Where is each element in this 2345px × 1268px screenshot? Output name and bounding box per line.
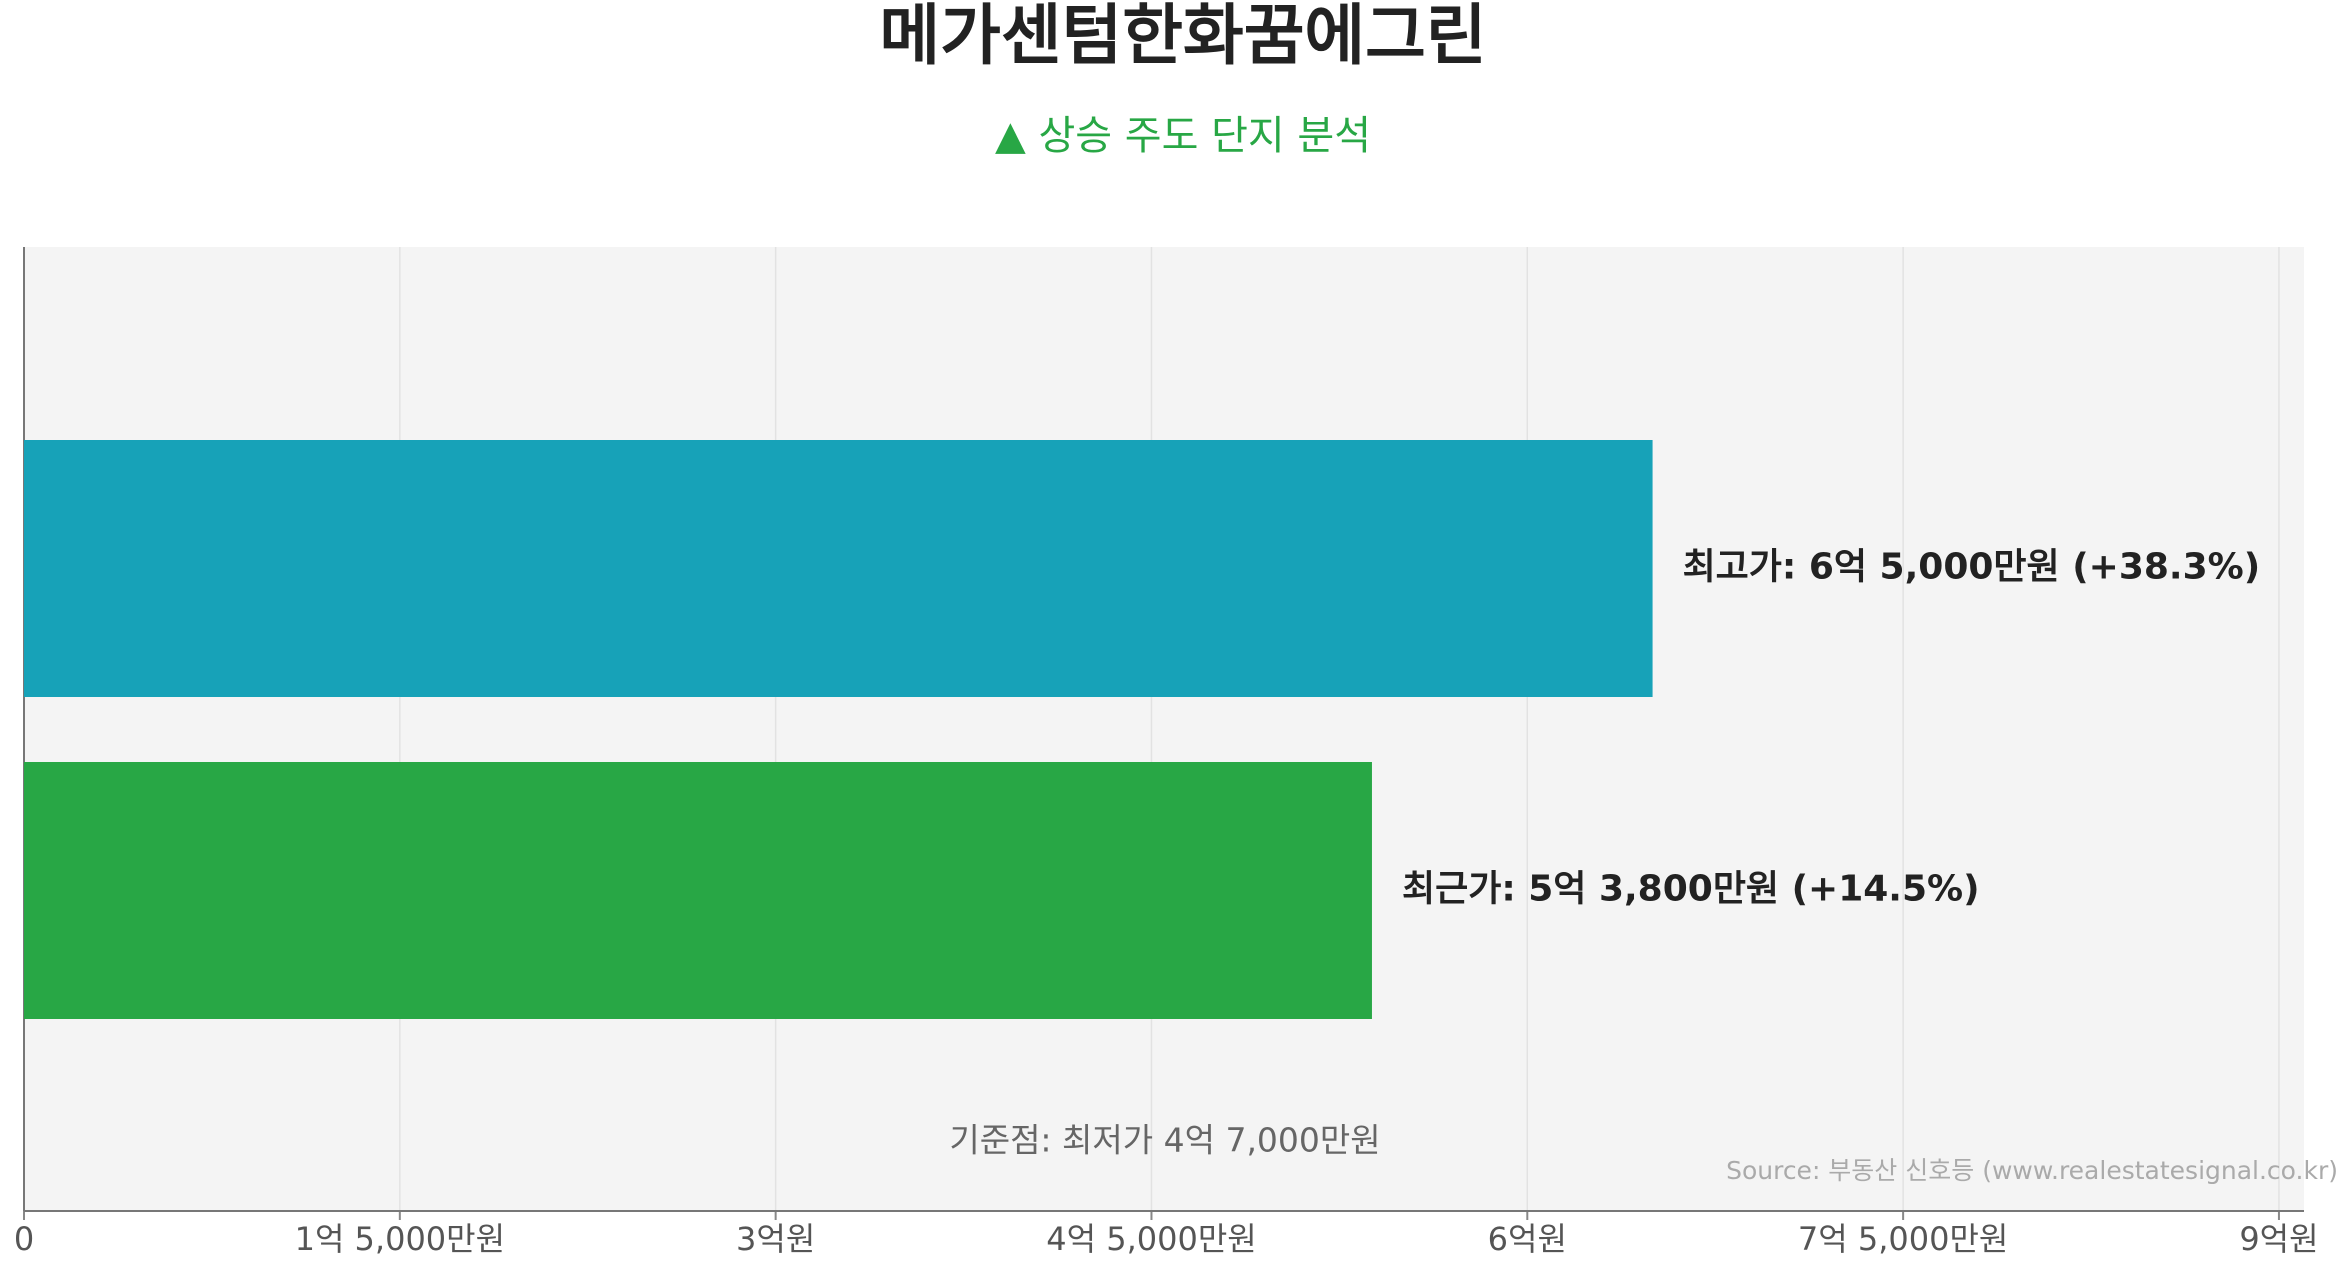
chart-subtitle: ▲ 상승 주도 단지 분석 — [995, 113, 1371, 159]
bar — [24, 762, 1372, 1019]
x-tick-label: 1억 5,000만원 — [295, 1220, 505, 1258]
source-note: Source: 부동산 신호등 (www.realestatesignal.co… — [1726, 1156, 2338, 1185]
x-tick-label: 9억원 — [2239, 1220, 2318, 1258]
x-tick-label: 0 — [14, 1220, 34, 1258]
plot-background — [24, 247, 2304, 1211]
bar-value-label: 최고가: 6억 5,000만원 (+38.3%) — [1683, 547, 2261, 588]
x-tick-label: 3억원 — [736, 1220, 815, 1258]
chart-title: 메가센텀한화꿈에그린 — [879, 0, 1486, 74]
bar — [24, 440, 1653, 697]
annotation: 기준점: 최저가 4억 7,000만원 — [949, 1121, 1380, 1160]
x-tick-label: 6억원 — [1488, 1220, 1567, 1258]
x-tick-label: 4억 5,000만원 — [1046, 1220, 1256, 1258]
x-tick-label: 7억 5,000만원 — [1798, 1220, 2008, 1258]
bar-value-label: 최근가: 5억 3,800만원 (+14.5%) — [1402, 869, 1980, 910]
